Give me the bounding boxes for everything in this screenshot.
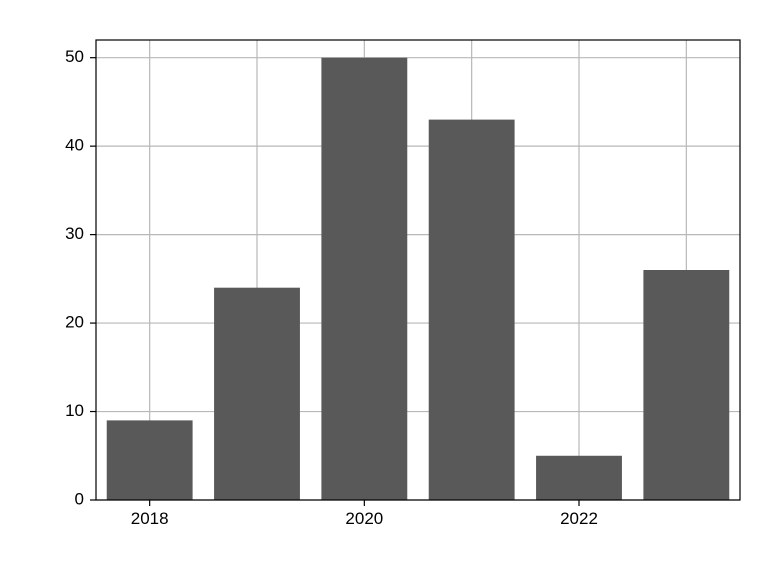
y-tick-label: 20 bbox=[65, 313, 84, 332]
bar-chart: 0 10 20 30 40 50 2018 2020 2022 bbox=[0, 0, 768, 576]
x-tick-label: 2018 bbox=[131, 509, 169, 528]
bar bbox=[429, 120, 515, 500]
bar bbox=[107, 420, 193, 500]
bar bbox=[214, 288, 300, 500]
bar bbox=[536, 456, 622, 500]
y-tick-label: 10 bbox=[65, 401, 84, 420]
x-tick-label: 2020 bbox=[345, 509, 383, 528]
bar bbox=[643, 270, 729, 500]
bar bbox=[321, 58, 407, 500]
y-tick-label: 40 bbox=[65, 136, 84, 155]
y-tick-label: 0 bbox=[75, 489, 84, 508]
y-tick-label: 30 bbox=[65, 224, 84, 243]
chart-svg: 0 10 20 30 40 50 2018 2020 2022 bbox=[0, 0, 768, 576]
x-tick-label: 2022 bbox=[560, 509, 598, 528]
y-tick-label: 50 bbox=[65, 47, 84, 66]
